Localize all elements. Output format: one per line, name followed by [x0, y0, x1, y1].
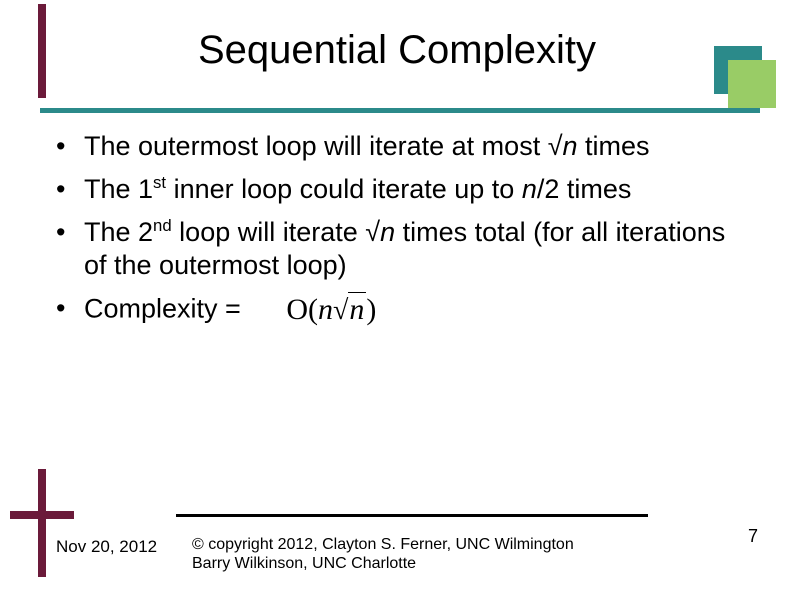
- slide: Sequential Complexity The outermost loop…: [0, 0, 794, 595]
- bullet-item: Complexity = O(nn): [56, 292, 754, 329]
- bullet-item: The outermost loop will iterate at most …: [56, 130, 754, 163]
- bullet-item: The 2nd loop will iterate √n times total…: [56, 216, 754, 282]
- footer-accent-vertical: [38, 469, 46, 577]
- title-container: Sequential Complexity: [0, 28, 794, 73]
- footer-copyright: © copyright 2012, Clayton S. Ferner, UNC…: [192, 535, 574, 573]
- slide-title: Sequential Complexity: [0, 28, 794, 73]
- footer-date: Nov 20, 2012: [56, 537, 157, 557]
- content-area: The outermost loop will iterate at most …: [56, 130, 754, 338]
- footer-accent-horizontal: [10, 511, 74, 519]
- copyright-line-1: © copyright 2012, Clayton S. Ferner, UNC…: [192, 536, 574, 553]
- title-underline: [40, 108, 760, 113]
- footer-divider: [176, 514, 648, 517]
- bullet-item: The 1st inner loop could iterate up to n…: [56, 173, 754, 206]
- page-number: 7: [748, 526, 758, 547]
- bullet-list: The outermost loop will iterate at most …: [56, 130, 754, 328]
- copyright-line-2: Barry Wilkinson, UNC Charlotte: [192, 555, 416, 572]
